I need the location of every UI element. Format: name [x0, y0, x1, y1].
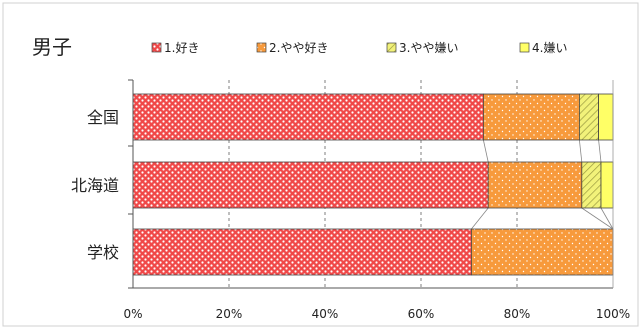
legend-swatch — [386, 42, 397, 53]
chart-border — [2, 2, 639, 327]
chart-title: 男子 — [32, 35, 72, 59]
bar-2-series-2 — [487, 161, 583, 209]
legend-label: 4.嫌い — [532, 41, 567, 55]
legend-item: 3.やや嫌い — [386, 41, 458, 55]
legend-label: 1.好き — [164, 41, 199, 55]
bar-1-series-2 — [482, 93, 580, 141]
legend-label: 2.やや好き — [269, 41, 328, 55]
category-label: 全国 — [87, 108, 119, 127]
category-label: 学校 — [87, 243, 119, 262]
connector-line — [598, 139, 602, 163]
x-tick-label: 40% — [312, 307, 339, 321]
bar-2-series-1 — [132, 161, 489, 209]
x-tick-labels: 0% 20% 40% 60% 80% 100% — [123, 307, 630, 321]
legend-item: 2.やや好き — [256, 41, 328, 55]
legend-label: 3.やや嫌い — [399, 41, 458, 55]
connector-line — [581, 207, 614, 230]
legend: 1.好き 2.やや好き 3.やや嫌い 4.嫌い — [151, 41, 567, 55]
connector-line — [483, 139, 489, 163]
bar-2-series-4 — [600, 161, 614, 209]
bar-1-series-1 — [132, 93, 484, 141]
bar-2-series-3 — [581, 161, 602, 209]
connector-line — [600, 207, 614, 230]
category-label: 北海道 — [71, 176, 119, 195]
connector-line — [579, 139, 583, 163]
legend-item: 4.嫌い — [519, 41, 567, 55]
bar-3-series-2 — [470, 228, 614, 276]
x-tick-label: 100% — [596, 307, 630, 321]
legend-swatch — [256, 42, 267, 53]
bar-3-series-1 — [132, 228, 472, 276]
legend-swatch — [519, 42, 530, 53]
x-tick-label: 20% — [216, 307, 243, 321]
axes — [128, 79, 614, 289]
bars — [132, 93, 614, 276]
legend-item: 1.好き — [151, 41, 199, 55]
connector-line — [471, 207, 489, 230]
series-connector-lines — [471, 139, 614, 230]
legend-swatch — [151, 42, 162, 53]
x-tick-label: 0% — [123, 307, 142, 321]
x-tick-label: 60% — [408, 307, 435, 321]
x-tick-label: 80% — [504, 307, 531, 321]
bar-1-series-3 — [579, 93, 600, 141]
bar-1-series-4 — [598, 93, 614, 141]
